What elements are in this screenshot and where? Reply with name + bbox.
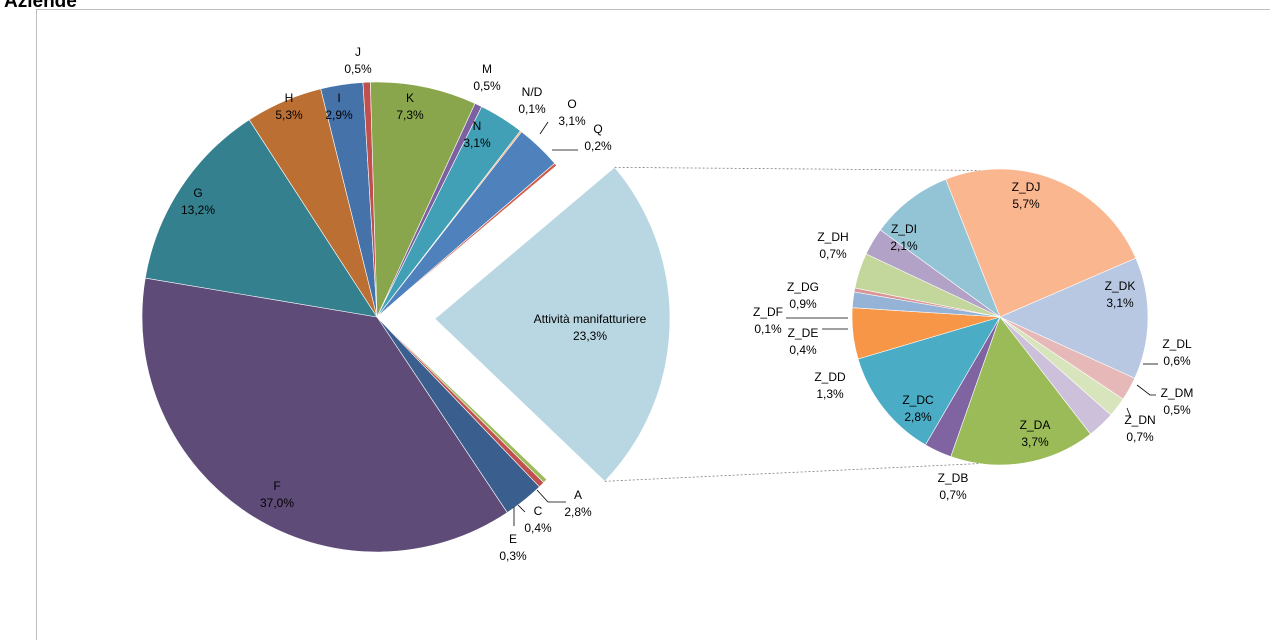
leader-line-z-dm bbox=[1136, 384, 1156, 396]
data-label-z-dj: Z_DJ 5,7% bbox=[1012, 180, 1041, 211]
leader-lines bbox=[513, 121, 1158, 526]
data-label-z-dd: Z_DD 1,3% bbox=[814, 370, 846, 401]
pie-slice-k bbox=[370, 81, 476, 318]
secondary-slice-z-dj bbox=[945, 168, 1137, 318]
pie-slice-c bbox=[376, 316, 545, 488]
leader-line-o bbox=[539, 121, 549, 135]
data-label-z-dg: Z_DG 0,9% bbox=[787, 280, 819, 311]
data-label-z-da: Z_DA 3,7% bbox=[1020, 418, 1051, 449]
data-label-z-db: Z_DB 0,7% bbox=[938, 471, 969, 502]
data-label-i: I 2,9% bbox=[325, 91, 353, 122]
leader-line-a bbox=[536, 489, 566, 503]
data-label-attivit-manifatturiere: Attività manifatturiere 23,3% bbox=[534, 312, 647, 343]
data-label-h: H 5,3% bbox=[275, 91, 303, 122]
pie-slice-q bbox=[376, 162, 558, 318]
pie-slice-g bbox=[144, 119, 378, 318]
data-label-z-dk: Z_DK 3,1% bbox=[1105, 279, 1136, 310]
secondary-slice-z-di bbox=[879, 178, 1001, 318]
data-label-z-dm: Z_DM 0,5% bbox=[1161, 386, 1194, 417]
secondary-slice-z-dk bbox=[999, 257, 1149, 379]
data-label-z-dn: Z_DN 0,7% bbox=[1124, 413, 1155, 444]
data-label-a: A 2,8% bbox=[564, 488, 592, 519]
secondary-slice-z-da bbox=[950, 316, 1091, 466]
secondary-slice-z-dn bbox=[999, 316, 1112, 435]
data-label-q: Q 0,2% bbox=[584, 122, 612, 153]
data-labels: A 2,8% F 37,0% G 13,2% H 5,3% I 2,9% J 0,5% K 7,3% M 0,… bbox=[181, 45, 1193, 563]
pie-slice-attivit-manifatturiere bbox=[434, 166, 671, 482]
data-label-m: M 0,5% bbox=[473, 62, 501, 93]
connector-line-bottom bbox=[604, 463, 980, 482]
data-label-e: E 0,3% bbox=[499, 532, 527, 563]
data-label-z-df: Z_DF 0,1% bbox=[753, 305, 783, 336]
data-label-g: G 13,2% bbox=[181, 186, 215, 217]
data-label-o: O 3,1% bbox=[558, 97, 586, 128]
leader-line-z-dn bbox=[1126, 407, 1132, 419]
secondary-slice-z-dc bbox=[857, 316, 1001, 446]
leader-line-c bbox=[517, 504, 526, 513]
data-label-z-di: Z_DI 2,1% bbox=[890, 222, 918, 253]
data-label-z-dh: Z_DH 0,7% bbox=[817, 230, 848, 261]
data-label-n-d: N/D 0,1% bbox=[518, 85, 546, 116]
data-label-k: K 7,3% bbox=[396, 91, 424, 122]
connector-lines bbox=[604, 166, 980, 482]
data-label-z-dl: Z_DL 0,6% bbox=[1162, 337, 1192, 368]
connector-line-top bbox=[614, 166, 980, 171]
data-label-n: N 3,1% bbox=[463, 119, 491, 150]
pie-slice-f bbox=[141, 277, 508, 553]
main-pie bbox=[141, 81, 671, 553]
data-label-j: J 0,5% bbox=[344, 45, 372, 76]
secondary-pie bbox=[851, 168, 1149, 466]
chart-frame bbox=[36, 9, 1270, 640]
data-label-z-de: Z_DE 0,4% bbox=[788, 326, 819, 357]
data-label-c: C 0,4% bbox=[524, 504, 552, 535]
data-label-z-dc: Z_DC 2,8% bbox=[902, 393, 934, 424]
data-label-f: F 37,0% bbox=[260, 479, 294, 510]
